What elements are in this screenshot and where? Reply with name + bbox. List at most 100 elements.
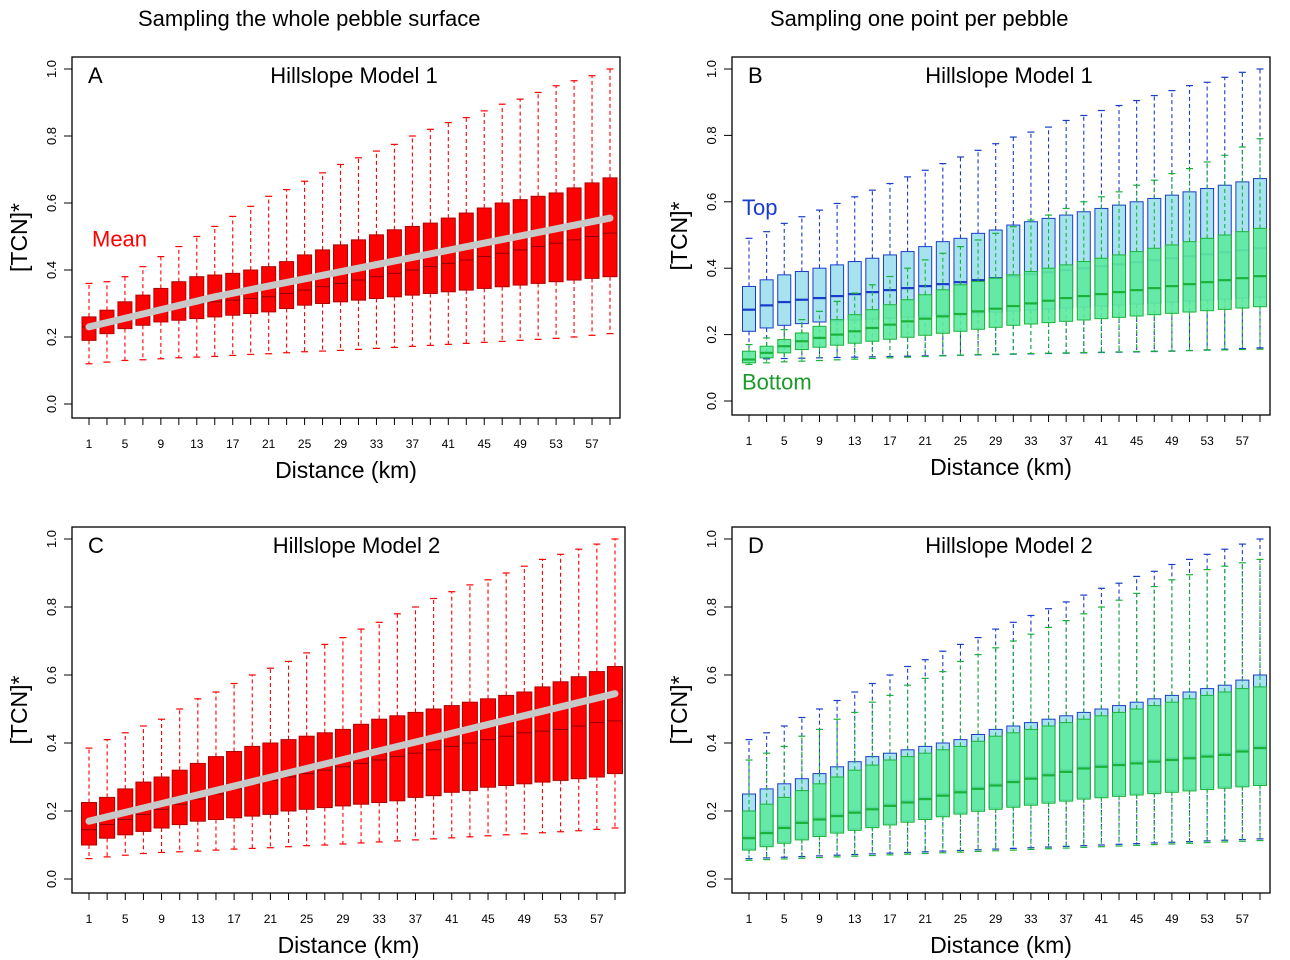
column-title-right: Sampling one point per pebble <box>770 6 1069 31</box>
panel-b-chart: 0.0 0.2 0.4 0.6 0.8 1.0 1 5 9 13 17 21 25 29 33 37 41 45 4… <box>666 56 1271 480</box>
x-tick-label: 25 <box>954 912 968 926</box>
box <box>1129 251 1144 317</box>
box <box>971 280 986 330</box>
box <box>1059 722 1074 802</box>
x-tick-label: 5 <box>122 437 129 451</box>
y-axis-title: [TCN]* <box>666 675 692 744</box>
box <box>516 691 533 785</box>
box <box>742 810 756 851</box>
x-tick-label: 37 <box>1059 434 1073 448</box>
x-tick-label: 13 <box>191 912 205 926</box>
y-axis-title: [TCN]* <box>666 201 692 270</box>
x-tick-label: 25 <box>300 912 314 926</box>
box <box>498 694 515 786</box>
y-tick-label: 0.4 <box>704 734 719 752</box>
box <box>458 212 474 291</box>
y-tick-label: 0.8 <box>704 598 719 616</box>
box <box>1094 257 1109 320</box>
plot-frame <box>731 56 1271 416</box>
box <box>334 728 351 807</box>
box <box>389 715 406 802</box>
x-tick-label: 1 <box>746 434 753 448</box>
x-tick-label: 57 <box>1236 434 1250 448</box>
x-tick-label: 29 <box>334 437 348 451</box>
x-tick-label: 29 <box>336 912 350 926</box>
box <box>1253 686 1267 786</box>
box <box>461 701 478 792</box>
plot-frame <box>731 526 1271 894</box>
x-tick-label: 5 <box>122 912 129 926</box>
x-tick-label: 21 <box>262 437 276 451</box>
x-tick-label: 45 <box>481 912 495 926</box>
box <box>534 686 551 783</box>
x-tick-label: 49 <box>518 912 532 926</box>
box <box>548 192 564 283</box>
x-tick-label: 57 <box>1236 912 1250 926</box>
box <box>1112 711 1127 797</box>
panel-title: Hillslope Model 2 <box>273 533 441 558</box>
x-axis-title: Distance (km) <box>278 932 420 958</box>
box <box>900 756 915 823</box>
panel-letter: B <box>748 63 763 88</box>
box <box>812 267 827 323</box>
x-tick-label: 5 <box>781 912 788 926</box>
y-tick-label: 0.0 <box>44 395 59 413</box>
box <box>552 681 569 781</box>
box <box>759 279 774 329</box>
y-tick-label: 1.0 <box>704 60 719 78</box>
y-axis-title: [TCN]* <box>6 675 32 744</box>
x-tick-label: 1 <box>746 912 753 926</box>
y-tick-label: 0.6 <box>44 194 59 212</box>
y-tick-label: 0.2 <box>704 802 719 820</box>
x-tick-label: 45 <box>478 437 492 451</box>
box <box>812 783 827 837</box>
box <box>935 749 950 818</box>
box <box>1023 271 1038 325</box>
box <box>882 304 897 340</box>
mean-trend-line <box>85 690 619 825</box>
box <box>865 309 880 342</box>
x-tick-label: 33 <box>373 912 387 926</box>
box <box>865 764 880 829</box>
x-tick-label: 57 <box>590 912 604 926</box>
plot-frame <box>71 56 621 419</box>
box <box>830 776 845 834</box>
panel-d-chart: 0.0 0.2 0.4 0.6 0.8 1.0 1 5 9 13 17 21 25 29 33 37 41 45 4… <box>666 526 1271 958</box>
box <box>443 705 460 793</box>
panel-letter: D <box>748 533 764 558</box>
y-tick-label: 1.0 <box>704 530 719 548</box>
box <box>1164 701 1179 793</box>
bottom-label: Bottom <box>742 369 812 394</box>
box <box>1147 247 1162 316</box>
box <box>1041 267 1056 324</box>
x-axis-title: Distance (km) <box>930 454 1072 480</box>
x-tick-label: 21 <box>264 912 278 926</box>
box <box>971 740 986 812</box>
box <box>777 274 792 326</box>
box <box>1200 694 1215 791</box>
box <box>440 217 456 293</box>
x-tick-label: 17 <box>227 912 241 926</box>
panel-title: Hillslope Model 2 <box>925 533 1093 558</box>
box <box>588 671 605 778</box>
box <box>1182 241 1197 313</box>
panel-c-chart: 0.0 0.2 0.4 0.6 0.8 1.0 1 5 9 13 17 21 25 29 33 37 41 45 4… <box>6 526 626 958</box>
y-tick-label: 0.4 <box>44 261 59 279</box>
y-tick-label: 0.8 <box>704 126 719 144</box>
y-tick-label: 0.0 <box>44 870 59 888</box>
box <box>1129 708 1144 796</box>
box <box>1200 237 1215 312</box>
x-tick-label: 17 <box>883 912 897 926</box>
panel-title: Hillslope Model 1 <box>925 63 1093 88</box>
x-tick-label: 41 <box>445 912 459 926</box>
x-tick-label: 53 <box>1200 912 1214 926</box>
x-tick-label: 17 <box>883 434 897 448</box>
x-tick-label: 13 <box>848 912 862 926</box>
x-tick-label: 41 <box>1095 912 1109 926</box>
box <box>1006 732 1021 808</box>
x-tick-label: 9 <box>158 912 165 926</box>
x-tick-label: 37 <box>409 912 423 926</box>
mean-trend-line <box>85 214 614 331</box>
box <box>1253 227 1267 308</box>
y-tick-label: 0.6 <box>704 666 719 684</box>
